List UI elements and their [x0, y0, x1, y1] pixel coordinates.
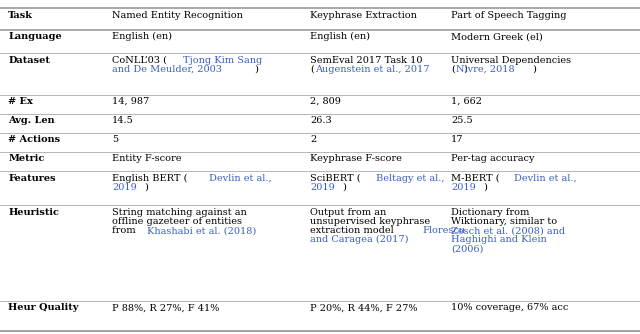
Text: Language: Language	[8, 32, 62, 41]
Text: Augenstein et al., 2017: Augenstein et al., 2017	[316, 65, 430, 74]
Text: Khashabi et al. (2018): Khashabi et al. (2018)	[147, 226, 256, 235]
Text: English (en): English (en)	[310, 32, 371, 41]
Text: Heur Quality: Heur Quality	[8, 303, 79, 312]
Text: Wiktionary, similar to: Wiktionary, similar to	[451, 217, 557, 226]
Text: P 88%, R 27%, F 41%: P 88%, R 27%, F 41%	[112, 303, 220, 312]
Text: 2019: 2019	[451, 183, 476, 192]
Text: Devlin et al.,: Devlin et al.,	[514, 174, 577, 183]
Text: Zesch et al. (2008) and: Zesch et al. (2008) and	[451, 226, 565, 235]
Text: 2, 809: 2, 809	[310, 97, 341, 106]
Text: ): )	[254, 65, 258, 74]
Text: and De Meulder, 2003: and De Meulder, 2003	[112, 65, 222, 74]
Text: ): )	[532, 65, 536, 74]
Text: (: (	[451, 65, 455, 74]
Text: 2019: 2019	[112, 183, 137, 192]
Text: 2019: 2019	[310, 183, 335, 192]
Text: Modern Greek (el): Modern Greek (el)	[451, 32, 543, 41]
Text: Devlin et al.,: Devlin et al.,	[209, 174, 272, 183]
Text: SciBERT (: SciBERT (	[310, 174, 361, 183]
Text: Dataset: Dataset	[8, 56, 50, 65]
Text: 17: 17	[451, 135, 464, 144]
Text: (2006): (2006)	[451, 244, 484, 254]
Text: from: from	[112, 226, 139, 235]
Text: offline gazeteer of entities: offline gazeteer of entities	[112, 217, 242, 226]
Text: Per-tag accuracy: Per-tag accuracy	[451, 155, 534, 164]
Text: Task: Task	[8, 11, 33, 20]
Text: ): )	[463, 65, 467, 74]
Text: # Ex: # Ex	[8, 97, 33, 106]
Text: 1, 662: 1, 662	[451, 97, 482, 106]
Text: Named Entity Recognition: Named Entity Recognition	[112, 11, 243, 20]
Text: Entity F-score: Entity F-score	[112, 155, 182, 164]
Text: 26.3: 26.3	[310, 116, 332, 125]
Text: Tjong Kim Sang: Tjong Kim Sang	[183, 56, 262, 65]
Text: (: (	[310, 65, 314, 74]
Text: Part of Speech Tagging: Part of Speech Tagging	[451, 11, 566, 20]
Text: Metric: Metric	[8, 155, 45, 164]
Text: # Actions: # Actions	[8, 135, 60, 144]
Text: Features: Features	[8, 174, 56, 183]
Text: English (en): English (en)	[112, 32, 172, 41]
Text: P 20%, R 44%, F 27%: P 20%, R 44%, F 27%	[310, 303, 418, 312]
Text: ): )	[144, 183, 148, 192]
Text: Dictionary from: Dictionary from	[451, 208, 529, 217]
Text: ): )	[483, 183, 487, 192]
Text: unsupervised keyphrase: unsupervised keyphrase	[310, 217, 431, 226]
Text: Avg. Len: Avg. Len	[8, 116, 55, 125]
Text: Heuristic: Heuristic	[8, 208, 59, 217]
Text: 14.5: 14.5	[112, 116, 134, 125]
Text: English BERT (: English BERT (	[112, 174, 188, 183]
Text: Keyphrase Extraction: Keyphrase Extraction	[310, 11, 417, 20]
Text: String matching against an: String matching against an	[112, 208, 247, 217]
Text: Florescu: Florescu	[422, 226, 466, 235]
Text: Nivre, 2018: Nivre, 2018	[456, 65, 515, 74]
Text: 10% coverage, 67% acc: 10% coverage, 67% acc	[451, 303, 568, 312]
Text: extraction model: extraction model	[310, 226, 397, 235]
Text: 25.5: 25.5	[451, 116, 473, 125]
Text: M-BERT (: M-BERT (	[451, 174, 500, 183]
Text: CoNLL’03 (: CoNLL’03 (	[112, 56, 167, 65]
Text: Output from an: Output from an	[310, 208, 387, 217]
Text: Universal Dependencies: Universal Dependencies	[451, 56, 572, 65]
Text: Keyphrase F-score: Keyphrase F-score	[310, 155, 403, 164]
Text: 2: 2	[310, 135, 317, 144]
Text: 14, 987: 14, 987	[112, 97, 149, 106]
Text: and Caragea (2017): and Caragea (2017)	[310, 235, 409, 244]
Text: SemEval 2017 Task 10: SemEval 2017 Task 10	[310, 56, 423, 65]
Text: 5: 5	[112, 135, 118, 144]
Text: ): )	[342, 183, 346, 192]
Text: Beltagy et al.,: Beltagy et al.,	[376, 174, 444, 183]
Text: Haghighi and Klein: Haghighi and Klein	[451, 235, 547, 244]
